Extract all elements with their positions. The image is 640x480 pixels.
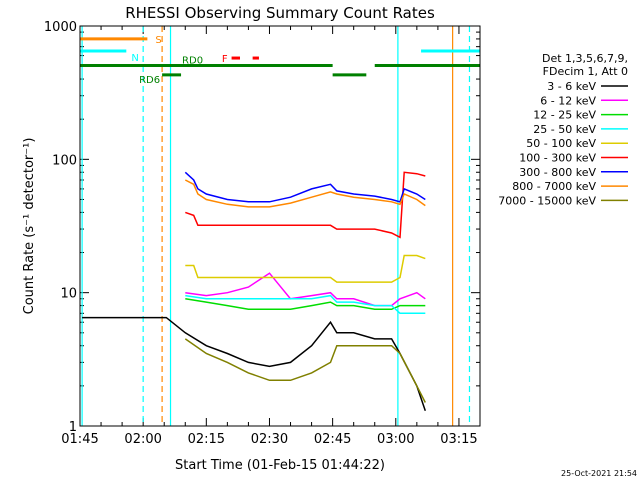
series-line — [184, 171, 426, 203]
tick-labels: 01:45 02:00 02:15 02:30 02:45 03:00 03:15 1 10 10… — [44, 20, 478, 447]
legend-header: Det 1,3,5,6,7,9, — [542, 52, 628, 65]
legend-entry-label: 25 - 50 keV — [533, 123, 596, 136]
y-tick-label: 1000 — [44, 20, 77, 35]
x-axis-label: Start Time (01-Feb-15 01:44:22) — [175, 458, 385, 473]
generation-timestamp: 25-Oct-2021 21:54 — [561, 469, 637, 478]
flag-label: RD0 — [182, 56, 203, 67]
y-tick-label: 1 — [69, 420, 77, 435]
series-line — [185, 298, 426, 311]
legend-entry-label: 50 - 100 keV — [526, 137, 596, 150]
series-line — [185, 171, 426, 239]
legend-entry-label: 100 - 300 keV — [519, 152, 596, 165]
y-axis-label: Count Rate (s⁻¹ detector⁻¹) — [22, 138, 37, 315]
legend: Det 1,3,5,6,7,9,FDecim 1, Att 0 3 - 6 keV… — [498, 52, 628, 207]
flag-label: RD6 — [139, 75, 160, 86]
state-flags: S N F RD0 RD6 — [80, 35, 480, 86]
series-line — [82, 316, 427, 412]
flag-label: F — [222, 54, 228, 65]
series-lines — [82, 171, 427, 412]
x-tick-label: 01:45 — [61, 432, 98, 447]
chart-title: RHESSI Observing Summary Count Rates — [125, 4, 435, 22]
event-marker-lines — [81, 26, 471, 426]
plot-frame — [79, 25, 481, 427]
legend-header: FDecim 1, Att 0 — [543, 65, 628, 78]
series-line — [184, 338, 426, 403]
legend-entry-label: 7000 - 15000 keV — [498, 194, 596, 207]
x-tick-label: 02:15 — [188, 432, 225, 447]
x-tick-label: 02:30 — [251, 432, 288, 447]
legend-entry-label: 6 - 12 keV — [540, 94, 596, 107]
series-line — [185, 294, 426, 315]
legend-entry-label: 300 - 800 keV — [519, 166, 596, 179]
series-line — [184, 179, 426, 208]
y-tick-label: 100 — [52, 153, 77, 168]
x-tick-label: 02:00 — [124, 432, 161, 447]
x-tick-label: 03:15 — [440, 432, 477, 447]
y-tick-label: 10 — [60, 287, 77, 302]
x-tick-label: 03:00 — [377, 432, 414, 447]
legend-entry-label: 800 - 7000 keV — [512, 180, 596, 193]
x-tick-label: 02:45 — [314, 432, 351, 447]
legend-entry-label: 3 - 6 keV — [547, 80, 596, 93]
series-line — [185, 254, 426, 283]
series-line — [185, 272, 426, 307]
legend-entry-label: 12 - 25 keV — [533, 109, 596, 122]
flag-label: N — [131, 53, 138, 64]
flag-label: S — [155, 35, 161, 46]
